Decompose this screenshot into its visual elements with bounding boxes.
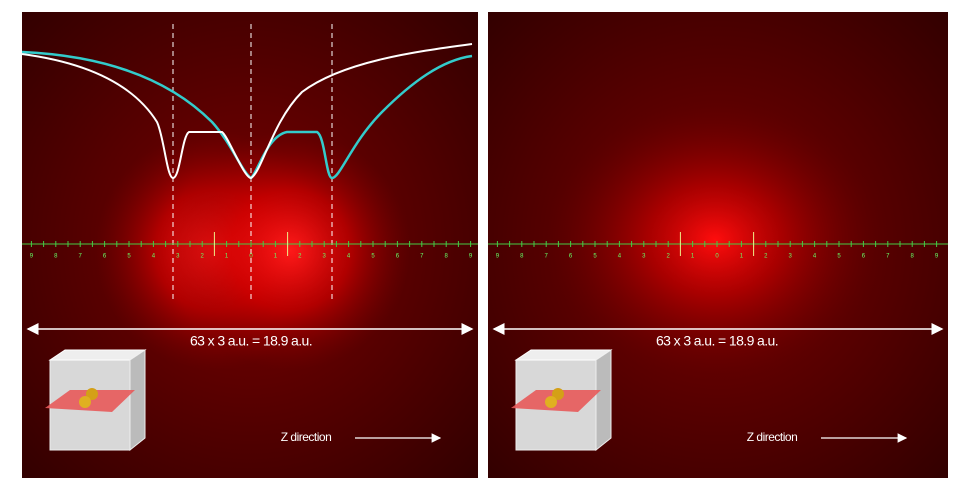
- ruler-label: 1: [740, 254, 744, 260]
- ruler-label: 4: [347, 254, 351, 260]
- panel: 9 8 7 6 5 4 3 2 1 0 1 2 3 4 5 6 7 8 9 63 x 3 a.u. = 18.9 a.…: [488, 12, 948, 478]
- ruler-label: 7: [886, 254, 890, 260]
- ruler-label: 4: [152, 254, 156, 260]
- ruler-label: 2: [298, 254, 302, 260]
- scale-label: 63 x 3 a.u. = 18.9 a.u.: [190, 333, 312, 349]
- ruler-label: 9: [496, 254, 500, 260]
- ruler-label: 9: [935, 254, 939, 260]
- ruler-label: 7: [420, 254, 424, 260]
- ruler-label: 8: [54, 254, 58, 260]
- ruler-label: 6: [569, 254, 573, 260]
- ruler-label: 4: [618, 254, 622, 260]
- ruler-label: 2: [201, 254, 205, 260]
- ruler-label: 0: [715, 254, 719, 260]
- ruler-label: 3: [176, 254, 180, 260]
- ruler-label: 9: [469, 254, 473, 260]
- white-curve: [21, 43, 473, 180]
- ruler-label: 0: [249, 254, 253, 260]
- cyan-curve: [21, 50, 473, 180]
- cube-icon: [511, 349, 613, 452]
- atom: [79, 396, 91, 408]
- cube-side: [595, 349, 612, 452]
- ruler-label: 2: [764, 254, 768, 260]
- ruler-label: 8: [911, 254, 915, 260]
- scale-label: 63 x 3 a.u. = 18.9 a.u.: [656, 333, 778, 349]
- direction-label: Z direction: [281, 430, 332, 444]
- cube-top: [48, 349, 147, 361]
- ruler-label: 7: [79, 254, 83, 260]
- ruler-label: 4: [813, 254, 817, 260]
- cube-side: [129, 349, 146, 452]
- ruler-label: 6: [103, 254, 107, 260]
- ruler-label: 5: [593, 254, 597, 260]
- ruler-label: 7: [545, 254, 549, 260]
- ruler-label: 2: [667, 254, 671, 260]
- ruler-label: 9: [30, 254, 34, 260]
- ruler-label: 3: [642, 254, 646, 260]
- panel: 9 8 7 6 5 4 3 2 1 0 1 2 3 4 5 6 7 8 9 63 x 3 a.u. = 18.9 a.…: [21, 12, 478, 478]
- direction-label: Z direction: [747, 430, 798, 444]
- density-blob: [545, 100, 885, 380]
- ruler-label: 3: [323, 254, 327, 260]
- ruler-label: 5: [127, 254, 131, 260]
- cube-top: [514, 349, 613, 361]
- atom: [86, 388, 98, 400]
- atom: [552, 388, 564, 400]
- ruler-label: 1: [274, 254, 278, 260]
- ruler-label: 8: [520, 254, 524, 260]
- guide-lines: [172, 24, 333, 302]
- cube-icon: [45, 349, 147, 452]
- ruler-label: 6: [862, 254, 866, 260]
- ruler-label: 5: [837, 254, 841, 260]
- ruler-label: 5: [371, 254, 375, 260]
- ruler-label: 1: [691, 254, 695, 260]
- density-lobe: [170, 130, 410, 370]
- ruler-label: 1: [225, 254, 229, 260]
- ruler-label: 8: [445, 254, 449, 260]
- ruler-label: 6: [396, 254, 400, 260]
- ruler-label: 3: [789, 254, 793, 260]
- atom: [545, 396, 557, 408]
